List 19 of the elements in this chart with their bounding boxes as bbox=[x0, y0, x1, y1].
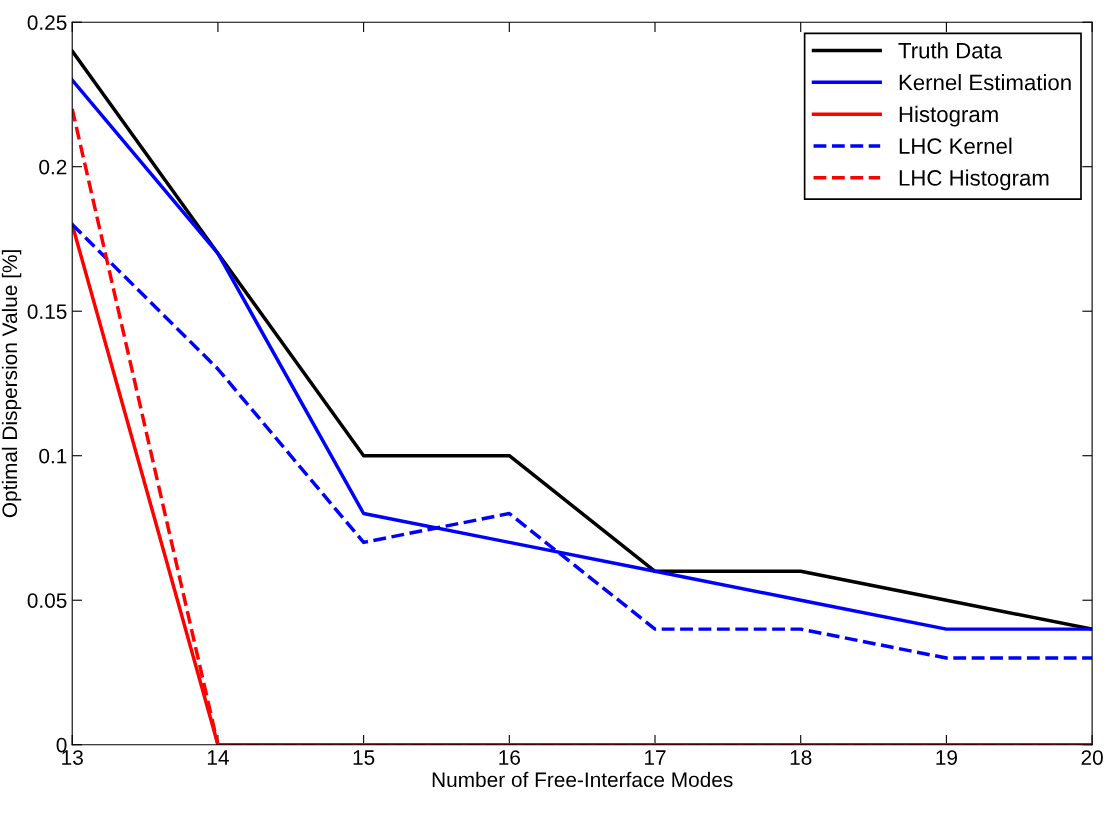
x-tick-label: 18 bbox=[790, 750, 812, 765]
y-tick-label: 0.15 bbox=[27, 304, 67, 319]
x-tick-label: 20 bbox=[1081, 750, 1103, 765]
y-tick-label: 0.25 bbox=[27, 15, 67, 30]
x-tick-label: 15 bbox=[353, 750, 375, 765]
legend-label: LHC Kernel bbox=[899, 137, 1012, 154]
x-tick-label: 16 bbox=[499, 750, 520, 765]
x-tick-label: 19 bbox=[936, 750, 958, 765]
y-tick-label: 0.2 bbox=[39, 159, 67, 175]
legend-label: LHC Histogram bbox=[899, 169, 1049, 191]
legend-label: Kernel Estimation bbox=[899, 74, 1071, 91]
x-tick-label: 17 bbox=[645, 750, 666, 765]
legend-label: Truth Data bbox=[898, 42, 1003, 59]
legend-label: Histogram bbox=[899, 105, 998, 127]
y-tick-label: 0.1 bbox=[39, 448, 67, 464]
y-axis-title: Optimal Dispersion Value [%] bbox=[1, 250, 22, 518]
y-tick-label: 0.05 bbox=[27, 593, 67, 608]
x-axis-title: Number of Free-Interface Modes bbox=[432, 771, 733, 788]
x-tick-label: 14 bbox=[207, 750, 229, 765]
